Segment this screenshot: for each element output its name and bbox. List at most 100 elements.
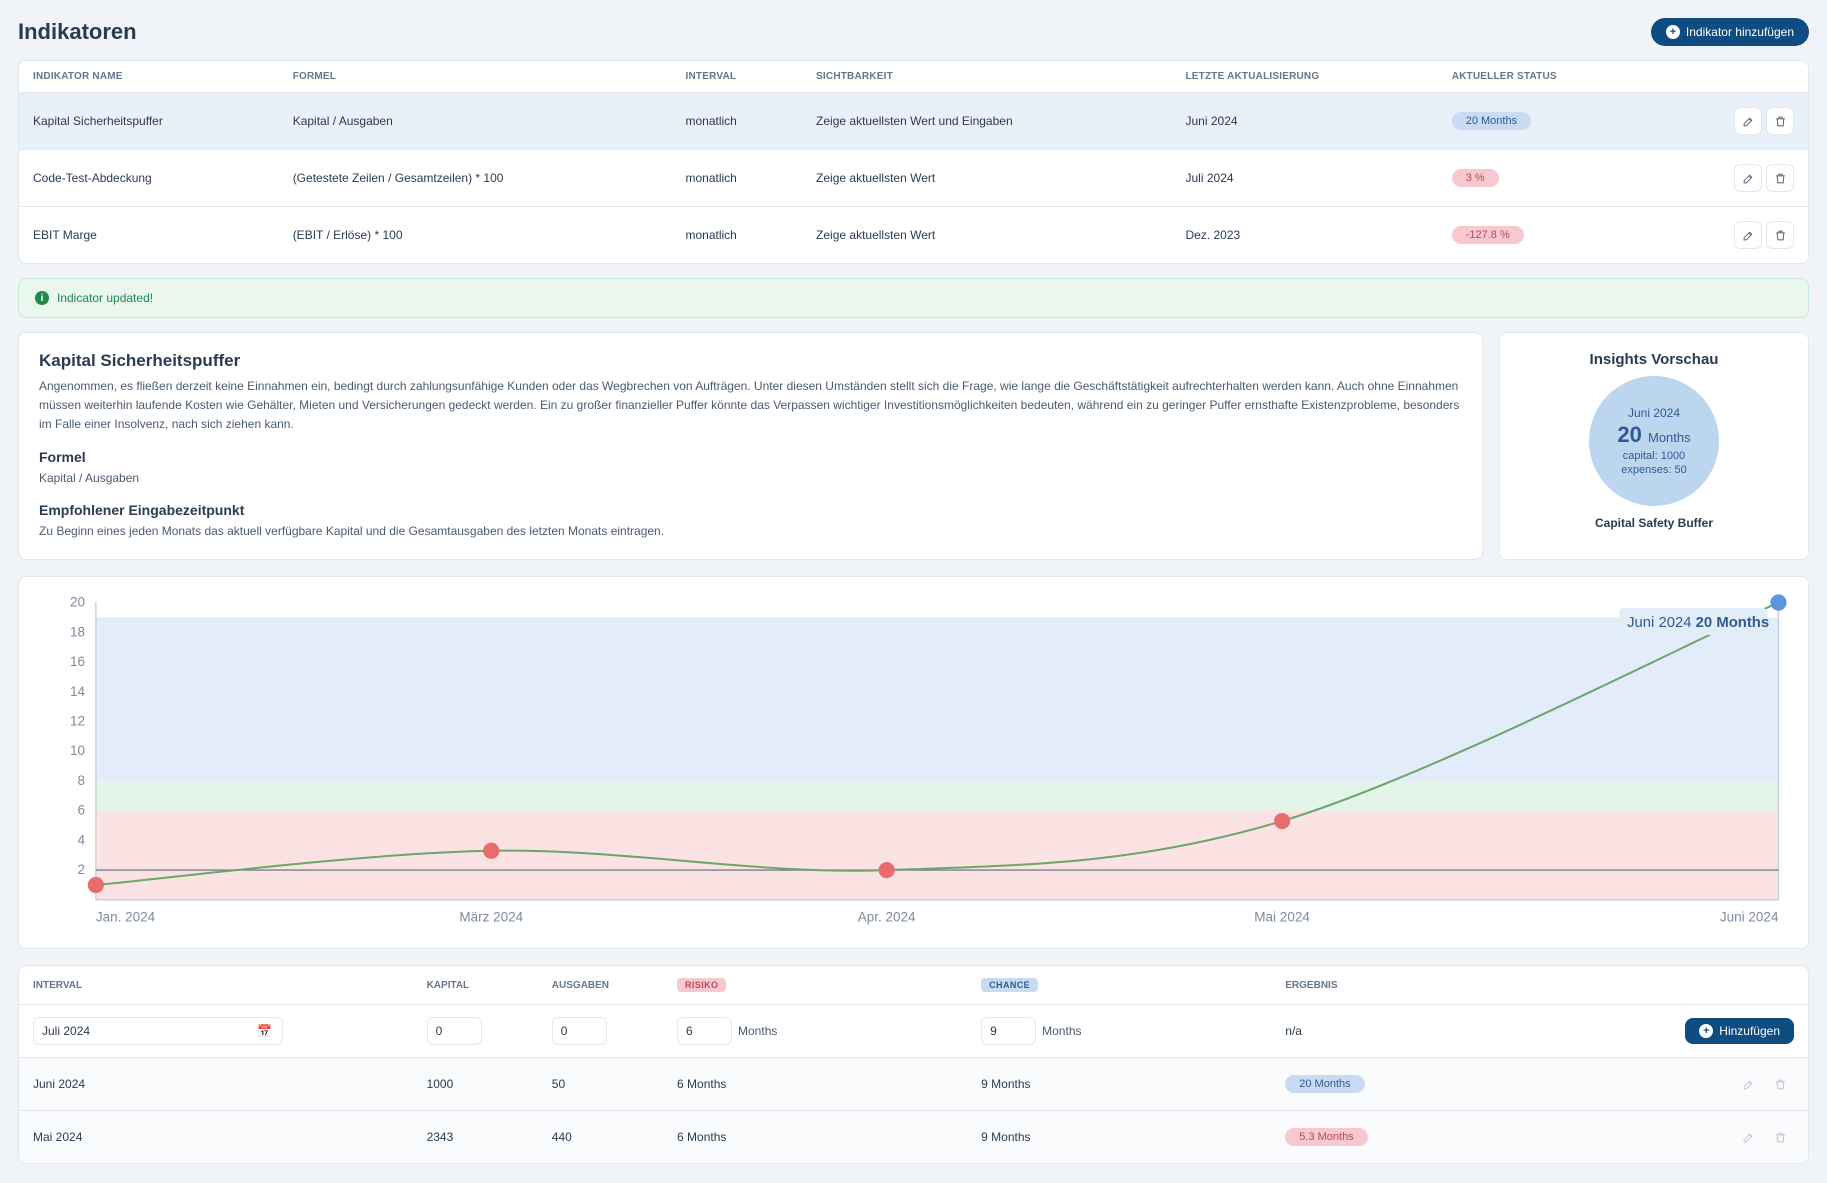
indicator-detail-panel: Kapital Sicherheitspuffer Angenommen, es… xyxy=(18,332,1483,560)
edit-icon[interactable] xyxy=(1734,107,1762,135)
cell-interval: Mai 2024 xyxy=(19,1111,413,1164)
cell-updated: Juni 2024 xyxy=(1172,93,1438,150)
detail-title: Kapital Sicherheitspuffer xyxy=(39,351,1462,371)
col-ausgaben: AUSGABEN xyxy=(538,966,663,1005)
chart-panel: 2468101214161820Jan. 2024März 2024Apr. 2… xyxy=(18,576,1809,949)
svg-text:Juni 2024: Juni 2024 xyxy=(1720,909,1779,924)
svg-text:16: 16 xyxy=(70,654,85,669)
chance-input[interactable] xyxy=(981,1017,1036,1045)
add-entry-button[interactable]: +Hinzufügen xyxy=(1685,1018,1794,1044)
cell-updated: Dez. 2023 xyxy=(1172,207,1438,264)
cell-interval: monatlich xyxy=(672,150,803,207)
insights-sub2: expenses: 50 xyxy=(1621,464,1686,476)
add-indicator-label: Indikator hinzufügen xyxy=(1686,25,1794,39)
kapital-input[interactable] xyxy=(427,1017,482,1045)
edit-icon[interactable] xyxy=(1734,221,1762,249)
insights-value: 20 Months xyxy=(1617,422,1690,448)
cell-formula: (EBIT / Erlöse) * 100 xyxy=(279,207,672,264)
add-indicator-button[interactable]: + Indikator hinzufügen xyxy=(1651,18,1809,46)
cell-chance: 9 Months xyxy=(967,1058,1271,1111)
cell-name: EBIT Marge xyxy=(19,207,279,264)
edit-icon[interactable] xyxy=(1734,1070,1762,1098)
cell-visibility: Zeige aktuellsten Wert und Eingaben xyxy=(802,93,1171,150)
success-alert: i Indicator updated! xyxy=(18,278,1809,318)
col-header: LETZTE AKTUALISIERUNG xyxy=(1172,61,1438,93)
delete-icon[interactable] xyxy=(1766,1070,1794,1098)
svg-text:4: 4 xyxy=(78,832,86,847)
indicator-row[interactable]: Code-Test-Abdeckung(Getestete Zeilen / G… xyxy=(19,150,1808,207)
detail-description: Angenommen, es fließen derzeit keine Ein… xyxy=(39,377,1462,435)
cell-status: 20 Months xyxy=(1438,93,1657,150)
ergebnis-badge: 5.3 Months xyxy=(1285,1128,1367,1146)
svg-text:Juni 2024 20 Months: Juni 2024 20 Months xyxy=(1627,615,1769,631)
cell-interval: monatlich xyxy=(672,207,803,264)
ergebnis-badge: 20 Months xyxy=(1285,1075,1364,1093)
indicators-table-panel: INDIKATOR NAMEFORMELINTERVALSICHTBARKEIT… xyxy=(18,60,1809,264)
cell-interval: monatlich xyxy=(672,93,803,150)
svg-text:Mai 2024: Mai 2024 xyxy=(1254,909,1310,924)
svg-text:10: 10 xyxy=(70,743,85,758)
plus-icon: + xyxy=(1666,25,1680,39)
insights-sub1: capital: 1000 xyxy=(1623,450,1685,462)
edit-icon[interactable] xyxy=(1734,1123,1762,1151)
ausgaben-input[interactable] xyxy=(552,1017,607,1045)
page-title: Indikatoren xyxy=(18,19,137,45)
col-kapital: KAPITAL xyxy=(413,966,538,1005)
col-header: INDIKATOR NAME xyxy=(19,61,279,93)
indicator-row[interactable]: Kapital SicherheitspufferKapital / Ausga… xyxy=(19,93,1808,150)
svg-text:Apr. 2024: Apr. 2024 xyxy=(858,909,916,924)
col-header: SICHTBARKEIT xyxy=(802,61,1171,93)
cell-status: -127.8 % xyxy=(1438,207,1657,264)
entries-panel: INTERVAL KAPITAL AUSGABEN RISIKO CHANCE … xyxy=(18,965,1809,1164)
svg-text:20: 20 xyxy=(70,595,85,610)
history-chart: 2468101214161820Jan. 2024März 2024Apr. 2… xyxy=(35,589,1792,940)
delete-icon[interactable] xyxy=(1766,164,1794,192)
cell-name: Kapital Sicherheitspuffer xyxy=(19,93,279,150)
cell-kapital: 2343 xyxy=(413,1111,538,1164)
cell-updated: Juli 2024 xyxy=(1172,150,1438,207)
status-badge: -127.8 % xyxy=(1452,226,1524,244)
insights-date: Juni 2024 xyxy=(1628,406,1680,420)
cell-ausgaben: 440 xyxy=(538,1111,663,1164)
cell-ausgaben: 50 xyxy=(538,1058,663,1111)
col-header: FORMEL xyxy=(279,61,672,93)
alert-text: Indicator updated! xyxy=(57,291,153,305)
cell-formula: (Getestete Zeilen / Gesamtzeilen) * 100 xyxy=(279,150,672,207)
col-risiko: RISIKO xyxy=(663,966,967,1005)
cell-ergebnis: 5.3 Months xyxy=(1271,1111,1539,1164)
svg-text:18: 18 xyxy=(70,624,85,639)
status-badge: 20 Months xyxy=(1452,112,1531,130)
svg-text:2: 2 xyxy=(78,862,86,877)
svg-text:14: 14 xyxy=(70,684,86,699)
interval-input[interactable] xyxy=(33,1017,283,1045)
svg-text:8: 8 xyxy=(78,773,86,788)
col-chance: CHANCE xyxy=(967,966,1271,1005)
formula-label: Formel xyxy=(39,449,1462,465)
detail-formula: Kapital / Ausgaben xyxy=(39,469,1462,488)
cell-ergebnis: 20 Months xyxy=(1271,1058,1539,1111)
insights-circle: Juni 2024 20 Months capital: 1000 expens… xyxy=(1589,376,1719,506)
unit-text: Months xyxy=(1042,1024,1081,1038)
entry-row: Mai 202423434406 Months9 Months5.3 Month… xyxy=(19,1111,1808,1164)
ergebnis-value: n/a xyxy=(1271,1005,1539,1058)
cell-kapital: 1000 xyxy=(413,1058,538,1111)
detail-hint: Zu Beginn eines jeden Monats das aktuell… xyxy=(39,522,1462,541)
edit-icon[interactable] xyxy=(1734,164,1762,192)
svg-text:6: 6 xyxy=(78,803,86,818)
cell-chance: 9 Months xyxy=(967,1111,1271,1164)
indicator-row[interactable]: EBIT Marge(EBIT / Erlöse) * 100monatlich… xyxy=(19,207,1808,264)
delete-icon[interactable] xyxy=(1766,221,1794,249)
cell-risiko: 6 Months xyxy=(663,1058,967,1111)
insights-panel: Insights Vorschau Juni 2024 20 Months ca… xyxy=(1499,332,1809,560)
svg-text:Jan. 2024: Jan. 2024 xyxy=(96,909,156,924)
risiko-input[interactable] xyxy=(677,1017,732,1045)
delete-icon[interactable] xyxy=(1766,1123,1794,1151)
cell-visibility: Zeige aktuellsten Wert xyxy=(802,207,1171,264)
cell-formula: Kapital / Ausgaben xyxy=(279,93,672,150)
status-badge: 3 % xyxy=(1452,169,1499,187)
cell-name: Code-Test-Abdeckung xyxy=(19,150,279,207)
col-ergebnis: ERGEBNIS xyxy=(1271,966,1539,1005)
cell-interval: Juni 2024 xyxy=(19,1058,413,1111)
delete-icon[interactable] xyxy=(1766,107,1794,135)
info-icon: i xyxy=(35,291,49,305)
